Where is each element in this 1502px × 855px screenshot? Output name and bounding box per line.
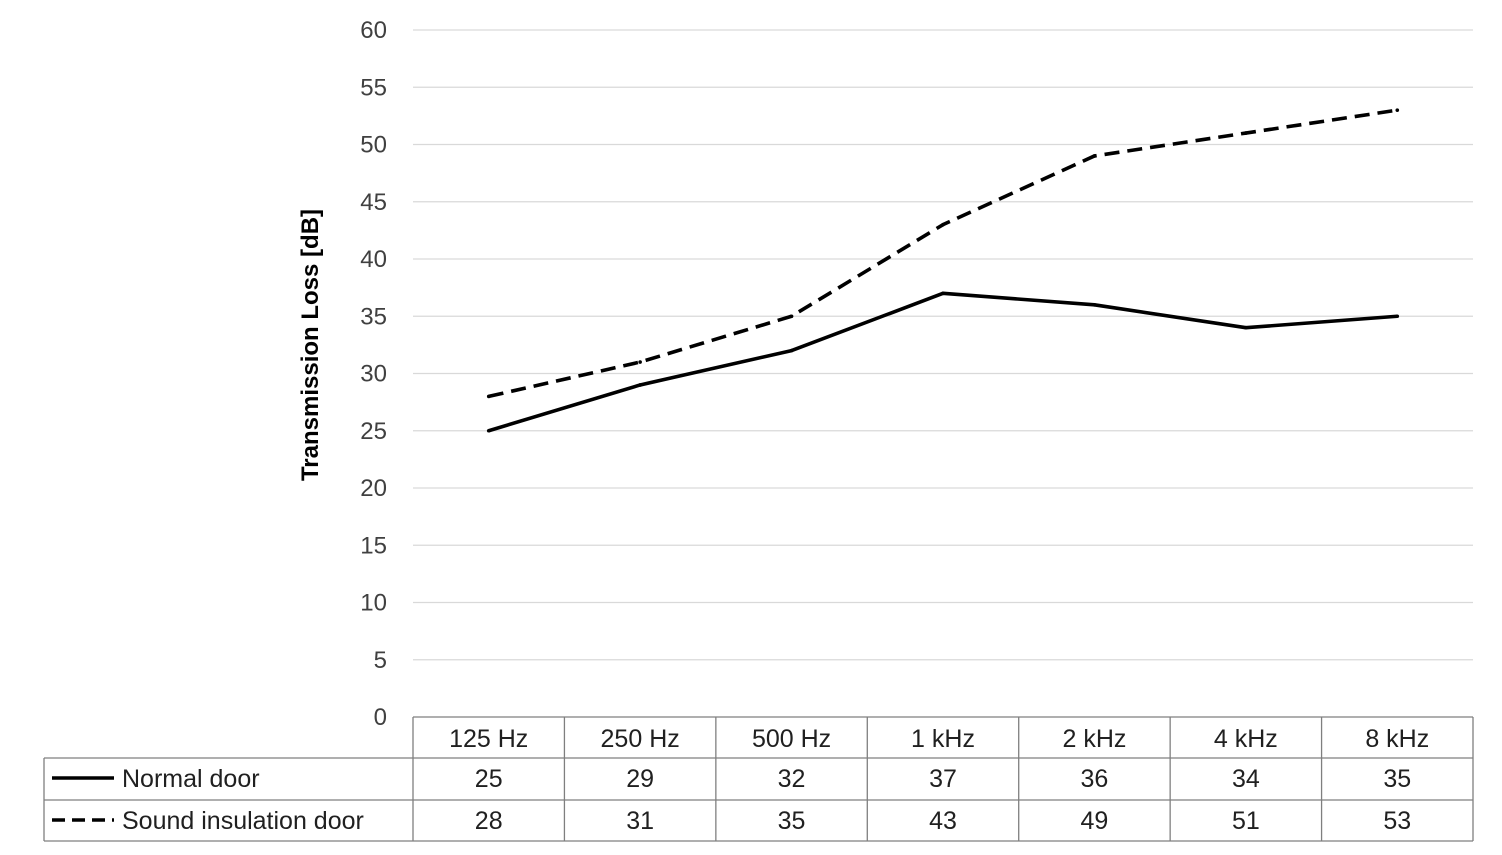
data-point [1244,131,1248,135]
y-tick-label: 5 [374,647,387,674]
table-value: 51 [1232,807,1260,835]
y-tick-label: 45 [360,189,387,216]
data-point [1092,303,1097,307]
data-table: 125 Hz 250 Hz 500 Hz 1 kHz 2 kHz 4 kHz 8 kHz No… [43,716,1474,842]
x-category-label: 250 Hz [601,725,680,753]
table-value: 32 [778,765,806,793]
table-value: 43 [929,807,957,835]
data-point [638,360,642,364]
y-tick-label: 20 [360,475,387,502]
series-line-2 [488,108,1398,399]
y-axis-ticks: 0 5 10 15 20 25 30 35 40 45 50 55 60 [360,17,387,731]
data-point [789,314,794,319]
data-point [1244,325,1248,330]
x-category-label: 8 kHz [1365,725,1429,753]
x-category-label: 1 kHz [911,725,975,753]
y-tick-label: 30 [360,361,387,388]
y-tick-label: 0 [374,704,387,731]
data-point [1092,154,1097,158]
y-tick-label: 10 [360,590,387,617]
table-value: 35 [1383,765,1411,793]
x-category-label: 2 kHz [1062,725,1126,753]
table-value: 49 [1081,807,1109,835]
table-value: 31 [626,807,654,835]
data-point [486,394,491,399]
data-point [941,222,945,227]
data-point [638,383,642,387]
data-point [941,291,945,296]
series-line-1 [488,291,1398,433]
y-axis-label: Transmission Loss [dB] [297,209,324,481]
y-tick-label: 35 [360,303,387,330]
y-tick-label: 55 [360,74,387,101]
y-tick-label: 50 [360,132,387,159]
x-category-label: 4 kHz [1214,725,1278,753]
y-tick-label: 15 [360,532,387,559]
table-value: 53 [1383,807,1411,835]
data-point [789,348,794,353]
series-lines [486,108,1400,433]
data-point [1395,314,1400,319]
table-value: 29 [626,765,654,793]
y-tick-label: 60 [360,17,387,44]
table-value: 34 [1232,765,1260,793]
data-point [486,428,491,433]
x-category-label: 500 Hz [752,725,831,753]
table-value: 37 [929,765,957,793]
legend-label: Normal door [122,765,260,793]
x-category-label: 125 Hz [449,725,528,753]
table-value: 28 [475,807,503,835]
table-value: 35 [778,807,806,835]
table-value: 25 [475,765,503,793]
y-tick-label: 25 [360,418,387,445]
table-value: 36 [1081,765,1109,793]
legend-label: Sound insulation door [122,807,364,835]
data-point [1395,108,1400,112]
y-tick-label: 40 [360,246,387,273]
